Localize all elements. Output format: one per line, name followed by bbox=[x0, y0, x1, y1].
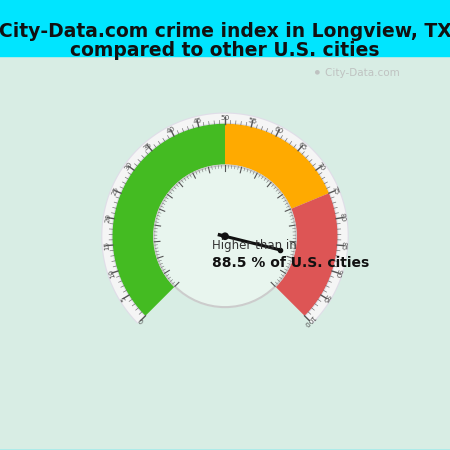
Text: 85: 85 bbox=[340, 241, 346, 250]
Polygon shape bbox=[275, 193, 338, 316]
Text: 45: 45 bbox=[192, 117, 202, 125]
Text: 10: 10 bbox=[108, 268, 117, 278]
Text: 55: 55 bbox=[248, 117, 258, 125]
Text: 0: 0 bbox=[137, 316, 145, 324]
Text: ⚫ City-Data.com: ⚫ City-Data.com bbox=[313, 68, 400, 78]
Text: 40: 40 bbox=[166, 126, 176, 135]
Circle shape bbox=[154, 166, 296, 307]
Text: 35: 35 bbox=[143, 141, 153, 151]
Text: 30: 30 bbox=[124, 161, 134, 172]
Text: 15: 15 bbox=[104, 241, 110, 250]
Text: 75: 75 bbox=[330, 185, 339, 196]
Text: 50: 50 bbox=[220, 115, 230, 121]
Circle shape bbox=[222, 233, 228, 239]
Text: 20: 20 bbox=[104, 213, 112, 223]
Text: 95: 95 bbox=[321, 293, 331, 304]
Bar bbox=[0, 0, 450, 56]
Text: 90: 90 bbox=[333, 268, 342, 278]
Text: 88.5 % of U.S. cities: 88.5 % of U.S. cities bbox=[212, 256, 369, 270]
Text: 60: 60 bbox=[274, 126, 284, 135]
Text: 5: 5 bbox=[120, 295, 127, 302]
Text: 100: 100 bbox=[302, 313, 316, 327]
Text: City-Data.com crime index in Longview, TX: City-Data.com crime index in Longview, T… bbox=[0, 22, 450, 41]
Polygon shape bbox=[225, 124, 329, 209]
Text: Higher than in: Higher than in bbox=[212, 239, 296, 252]
Text: 65: 65 bbox=[297, 141, 307, 151]
Text: 70: 70 bbox=[316, 161, 326, 172]
Text: 25: 25 bbox=[111, 185, 120, 196]
Polygon shape bbox=[112, 124, 225, 316]
Polygon shape bbox=[101, 112, 349, 324]
Text: 80: 80 bbox=[338, 213, 346, 223]
Text: compared to other U.S. cities: compared to other U.S. cities bbox=[70, 41, 380, 60]
Polygon shape bbox=[103, 114, 347, 323]
